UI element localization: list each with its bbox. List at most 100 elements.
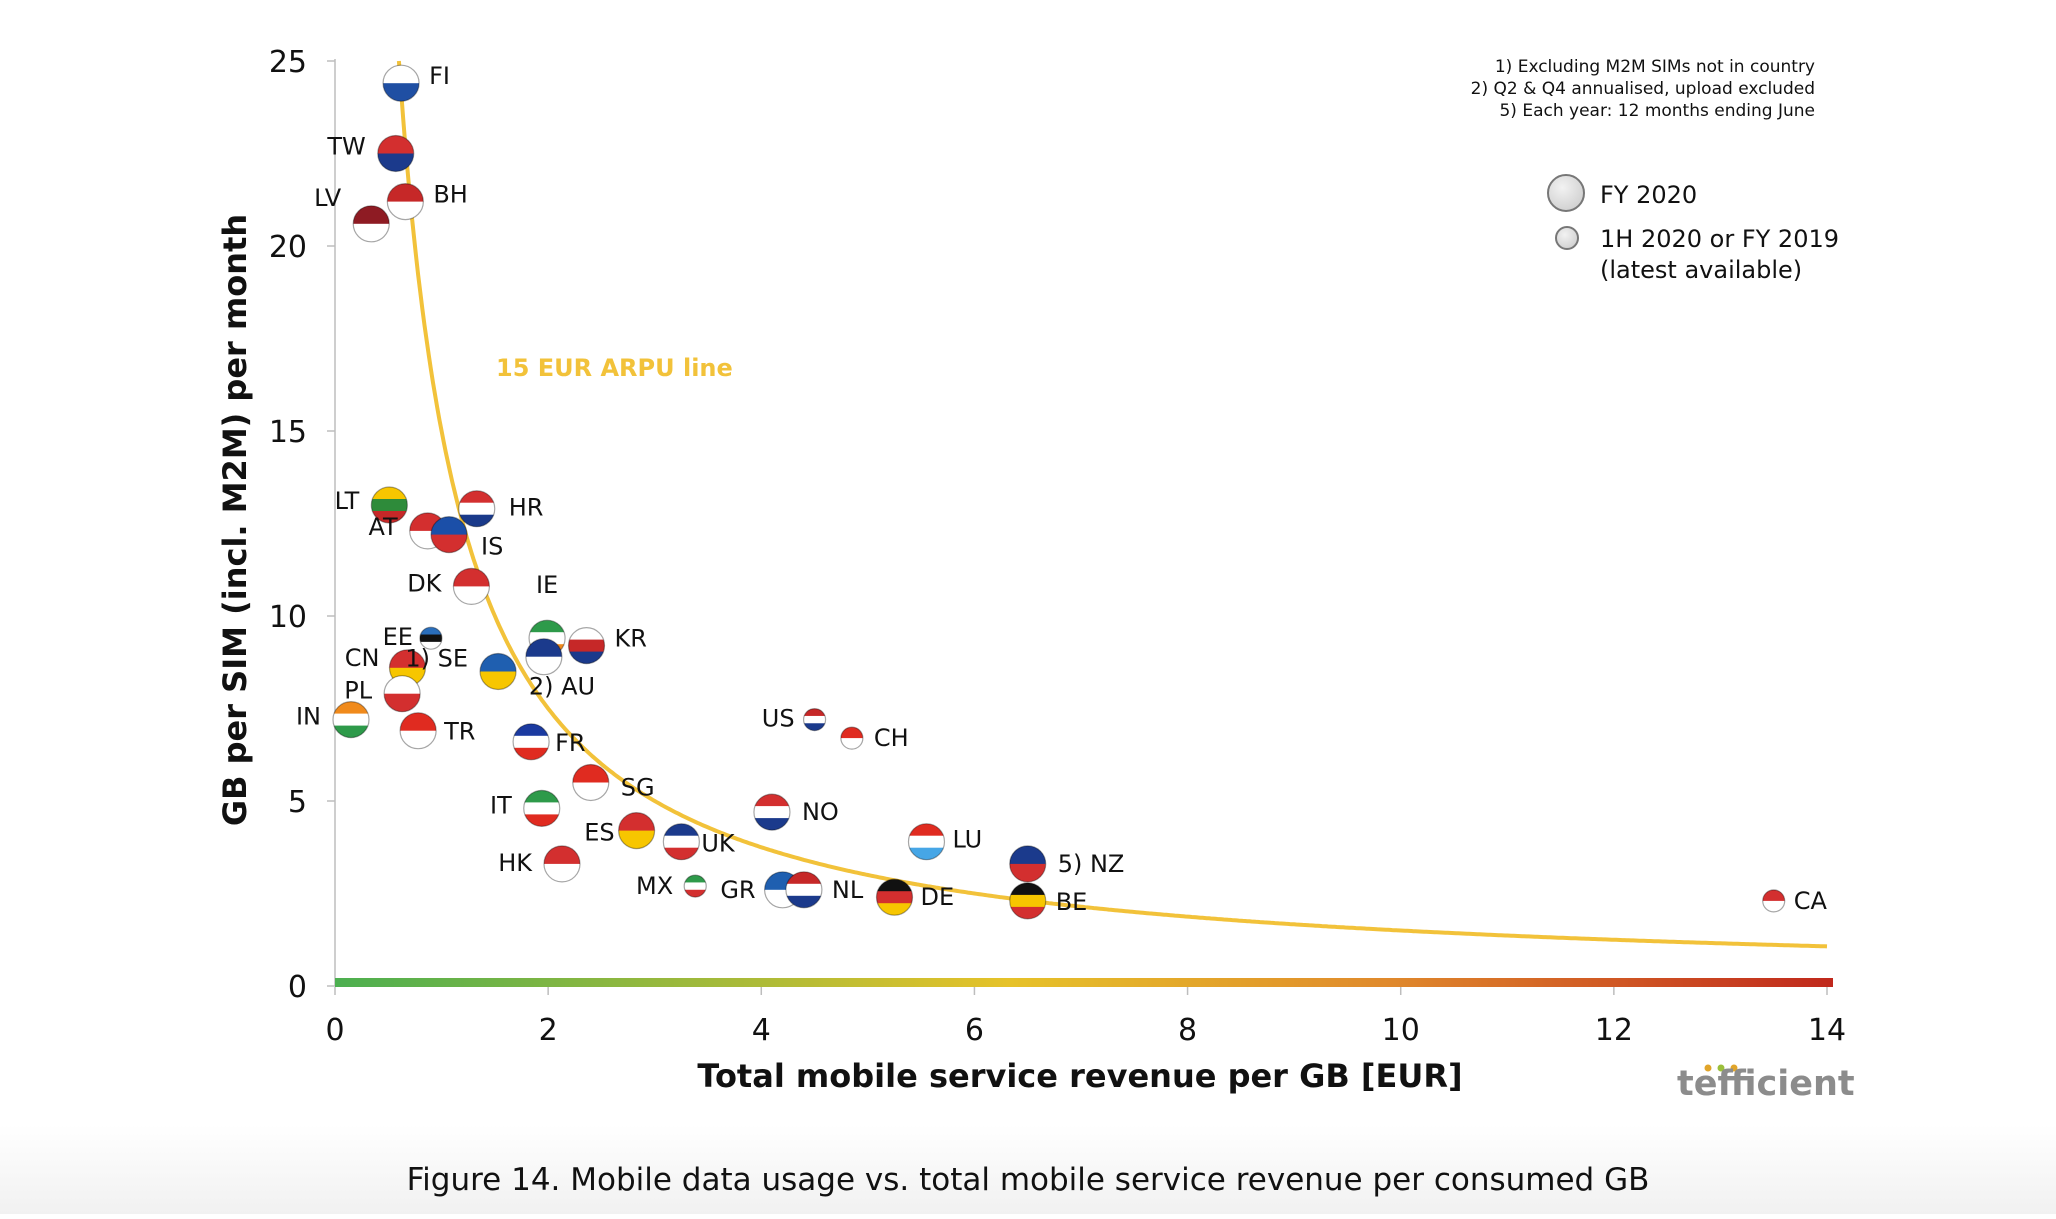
flag-ee-icon (419, 627, 442, 650)
point-label-no: NO (802, 798, 839, 826)
flag-mx-icon (684, 875, 707, 898)
point-no: NO (753, 793, 839, 831)
point-mx: MX (636, 872, 707, 900)
point-label-lu: LU (952, 826, 982, 854)
flag-is-icon (431, 516, 468, 553)
legend: FY 2020 1H 2020 or FY 2019 (latest avail… (1547, 174, 1839, 284)
flag-sg-icon (572, 764, 609, 801)
point-label-lv: LV (314, 184, 342, 212)
x-tick-label: 0 (325, 1013, 344, 1048)
x-axis-title: Total mobile service revenue per GB [EUR… (697, 1057, 1462, 1095)
point-uk: UK (662, 823, 736, 861)
flag-lv-icon (353, 205, 390, 242)
points-layer: FI TW BH LV LT HR AT IS DK EE IE KR 2) AU CN 1) SE PL IN… (296, 62, 1828, 920)
flag-lt-icon (371, 487, 408, 523)
point-nz: 5) NZ (1009, 845, 1124, 883)
point-es: ES (584, 811, 656, 850)
point-nl: NL (785, 871, 864, 909)
point-lt: LT (335, 486, 408, 524)
point-label-lt: LT (335, 487, 360, 515)
flag-uk-icon (663, 823, 700, 860)
point-is: IS (430, 515, 503, 561)
point-hk: HK (498, 845, 581, 883)
point-label-ee: EE (383, 623, 413, 651)
flag-se-icon (480, 653, 517, 690)
flag-ch-icon (840, 727, 863, 750)
legend-label-1h2020: 1H 2020 or FY 2019 (1600, 225, 1839, 253)
flag-lu-icon (908, 823, 945, 860)
flag-de-icon (876, 879, 913, 916)
point-sg: SG (572, 763, 655, 802)
point-label-be: BE (1056, 888, 1088, 916)
legend-marker-small (1555, 226, 1579, 250)
point-label-cn: CN (345, 644, 380, 672)
point-pl: PL (344, 675, 421, 713)
flag-es-icon (618, 812, 655, 849)
legend-label-fy2020: FY 2020 (1600, 181, 1697, 209)
point-label-us: US (762, 705, 795, 733)
point-label-uk: UK (701, 830, 736, 858)
flag-fr-icon (513, 723, 550, 760)
point-label-se: 1) SE (405, 645, 468, 673)
flag-tw-icon (377, 135, 414, 172)
point-us: US (762, 705, 827, 733)
legend-marker-large (1547, 174, 1585, 212)
point-it: IT (490, 789, 561, 828)
point-label-hr: HR (509, 494, 544, 522)
point-hr: HR (458, 490, 544, 528)
point-at: AT (368, 512, 447, 550)
point-label-fr: FR (555, 729, 585, 757)
flag-hr-icon (458, 490, 495, 527)
x-tick-label: 8 (1178, 1013, 1197, 1048)
flag-au-icon (525, 638, 562, 675)
flag-it-icon (523, 790, 560, 827)
point-label-sg: SG (621, 774, 655, 802)
point-label-it: IT (490, 791, 512, 819)
flag-ca-icon (1762, 889, 1785, 912)
point-label-de: DE (921, 883, 955, 911)
point-se: 1) SE (405, 645, 517, 691)
point-label-pl: PL (344, 677, 372, 705)
tefficient-logo: tefficient (1677, 1064, 1855, 1104)
note-2: 2) Q2 & Q4 annualised, upload excluded (1471, 79, 1815, 99)
point-ee: EE (383, 623, 443, 651)
point-kr: KR (567, 625, 647, 665)
axis-ticks: 0 5 10 15 20 25 0 2 4 6 8 10 12 14 (269, 45, 1846, 1048)
point-be: BE (1009, 882, 1088, 920)
point-lu: LU (907, 823, 982, 861)
point-bh: BH (386, 181, 468, 221)
point-tw: TW (326, 133, 415, 173)
point-label-tr: TR (443, 718, 475, 746)
point-label-tw: TW (326, 133, 365, 161)
point-au: 2) AU (525, 638, 595, 701)
point-fr: FR (512, 723, 586, 761)
y-tick-label: 10 (269, 600, 307, 635)
y-tick-label: 25 (269, 45, 307, 80)
caption-band (0, 1125, 2056, 1214)
point-fi: FI (382, 62, 450, 102)
point-label-ca: CA (1794, 887, 1828, 915)
point-ch: CH (840, 724, 909, 752)
point-label-kr: KR (615, 625, 647, 653)
flag-fi-icon (383, 65, 420, 102)
point-label-es: ES (584, 819, 614, 847)
point-label-au: 2) AU (529, 673, 595, 701)
point-in: IN (296, 700, 370, 739)
point-label-dk: DK (407, 569, 442, 597)
flag-pl-icon (384, 675, 421, 712)
arpu-curve-label: 15 EUR ARPU line (496, 354, 733, 382)
point-label-fi: FI (429, 62, 450, 90)
flag-tr-icon (400, 712, 437, 749)
flag-dk-icon (453, 568, 490, 605)
x-tick-label: 6 (965, 1013, 984, 1048)
point-label-at: AT (368, 513, 398, 541)
y-tick-label: 5 (288, 785, 307, 820)
legend-label-latest: (latest available) (1600, 256, 1802, 284)
x-tick-label: 12 (1595, 1013, 1633, 1048)
flag-kr-icon (568, 627, 605, 664)
flag-nl-icon (785, 871, 822, 908)
note-3: 5) Each year: 12 months ending June (1499, 101, 1815, 121)
point-label-hk: HK (498, 849, 533, 877)
y-tick-label: 15 (269, 415, 307, 450)
